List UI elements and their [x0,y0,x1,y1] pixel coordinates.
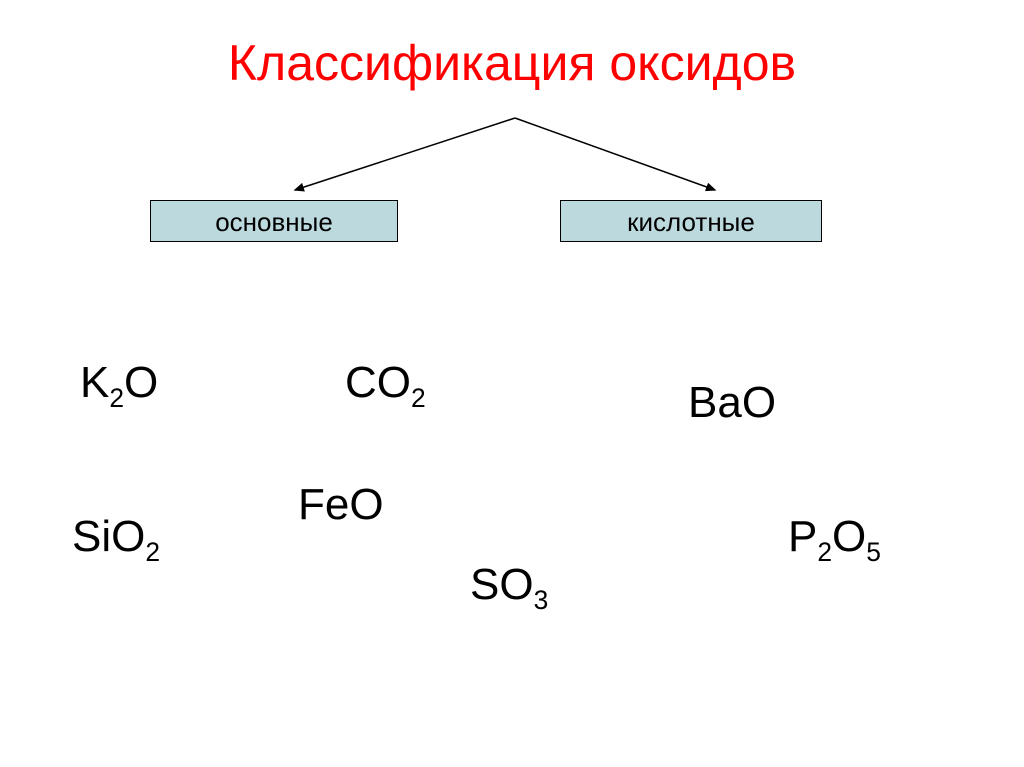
category-acidic-box: кислотные [560,200,822,242]
slide-title: Классификация оксидов [0,34,1024,92]
arrow-right [515,118,715,190]
slide: Классификация оксидов основные кислотные… [0,0,1024,767]
branch-arrows [265,110,765,205]
category-acidic-label: кислотные [627,207,755,237]
formula-2: BaO [688,378,776,428]
formula-4: SiO2 [72,512,160,562]
category-basic-label: основные [215,207,333,237]
formula-3: FeO [298,480,384,530]
formula-1: CO2 [345,358,426,408]
arrow-left [295,118,515,190]
category-basic-box: основные [150,200,398,242]
formula-6: SO3 [470,560,548,610]
formula-5: P2O5 [788,512,881,562]
formula-0: K2O [80,358,158,408]
